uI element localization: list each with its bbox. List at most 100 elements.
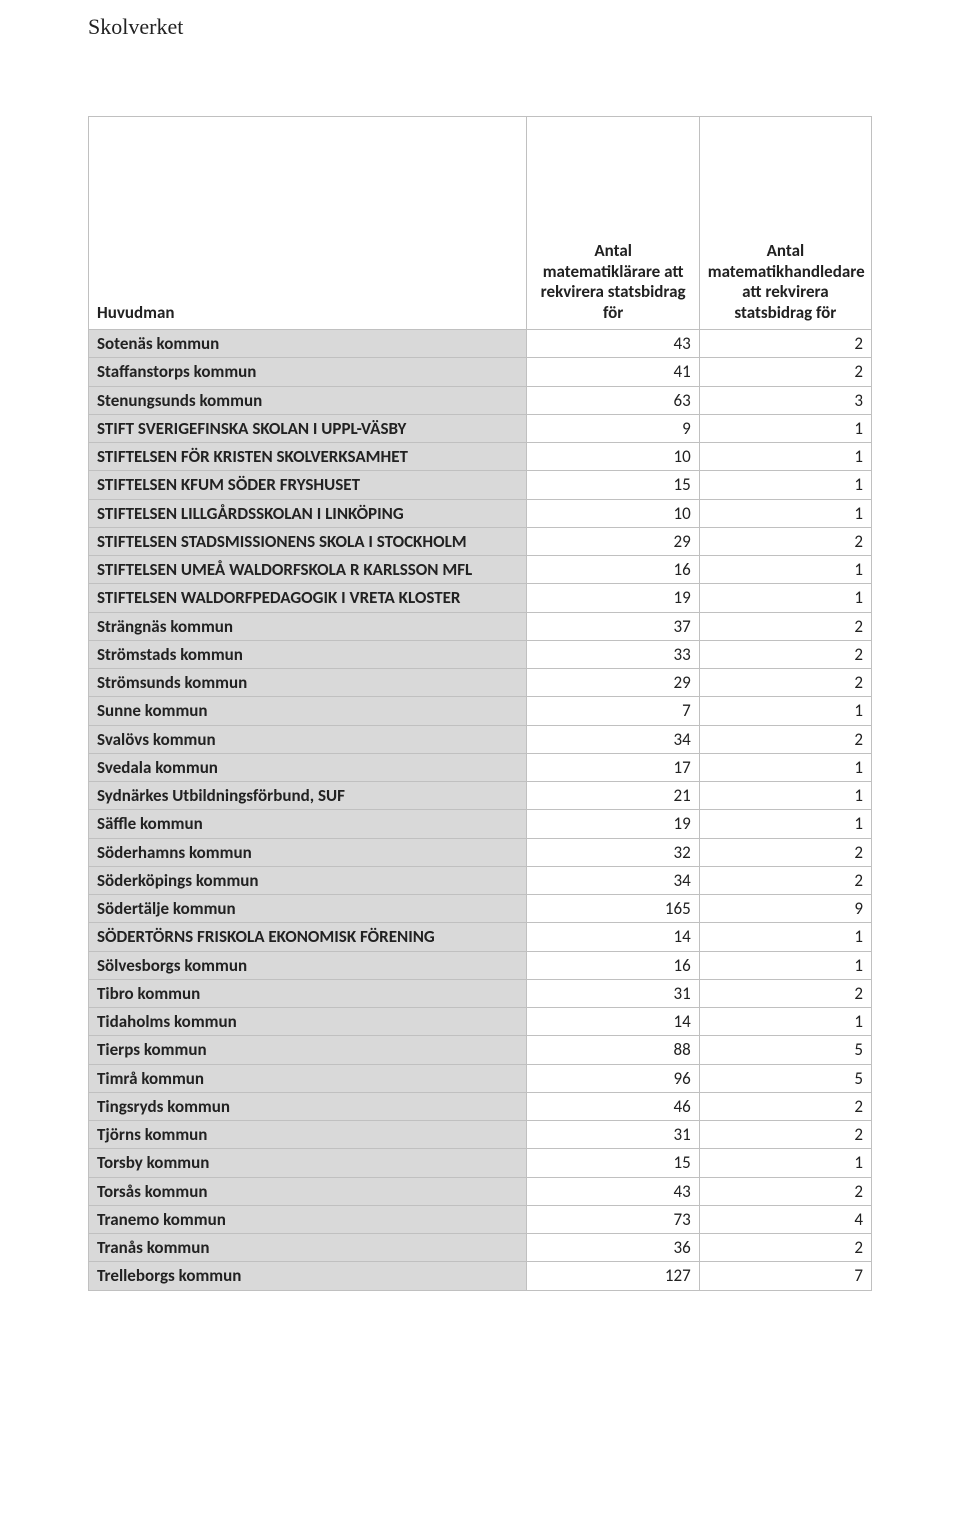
cell-larare: 10 (527, 443, 699, 471)
cell-name: Tjörns kommun (89, 1121, 527, 1149)
table-row: Söderhamns kommun322 (89, 838, 872, 866)
table-row: Tranemo kommun734 (89, 1205, 872, 1233)
cell-larare: 43 (527, 1177, 699, 1205)
cell-name: STIFTELSEN LILLGÅRDSSKOLAN I LINKÖPING (89, 499, 527, 527)
cell-handledare: 5 (699, 1064, 871, 1092)
cell-handledare: 4 (699, 1205, 871, 1233)
cell-name: Tranemo kommun (89, 1205, 527, 1233)
cell-name: STIFTELSEN STADSMISSIONENS SKOLA I STOCK… (89, 527, 527, 555)
cell-handledare: 1 (699, 782, 871, 810)
table-row: STIFT SVERIGEFINSKA SKOLAN I UPPL-VÄSBY9… (89, 414, 872, 442)
cell-larare: 14 (527, 1008, 699, 1036)
cell-handledare: 2 (699, 1177, 871, 1205)
table-row: Sydnärkes Utbildningsförbund, SUF211 (89, 782, 872, 810)
cell-handledare: 1 (699, 923, 871, 951)
cell-larare: 34 (527, 725, 699, 753)
cell-name: STIFTELSEN KFUM SÖDER FRYSHUSET (89, 471, 527, 499)
cell-larare: 33 (527, 640, 699, 668)
cell-handledare: 2 (699, 612, 871, 640)
cell-name: Staffanstorps kommun (89, 358, 527, 386)
cell-handledare: 1 (699, 951, 871, 979)
cell-name: Sölvesborgs kommun (89, 951, 527, 979)
table-row: Tibro kommun312 (89, 979, 872, 1007)
cell-handledare: 1 (699, 499, 871, 527)
column-header-larare: Antal matematiklärare att rekvirera stat… (527, 117, 699, 330)
table-row: Tjörns kommun312 (89, 1121, 872, 1149)
cell-larare: 32 (527, 838, 699, 866)
table-row: Söderköpings kommun342 (89, 866, 872, 894)
table-row: Torsby kommun151 (89, 1149, 872, 1177)
cell-larare: 7 (527, 697, 699, 725)
cell-name: Svalövs kommun (89, 725, 527, 753)
cell-name: Strängnäs kommun (89, 612, 527, 640)
cell-larare: 36 (527, 1234, 699, 1262)
cell-name: Tibro kommun (89, 979, 527, 1007)
table-row: Staffanstorps kommun412 (89, 358, 872, 386)
cell-name: Tranås kommun (89, 1234, 527, 1262)
cell-name: Tierps kommun (89, 1036, 527, 1064)
cell-larare: 73 (527, 1205, 699, 1233)
cell-handledare: 5 (699, 1036, 871, 1064)
table-row: Södertälje kommun1659 (89, 895, 872, 923)
cell-handledare: 2 (699, 1234, 871, 1262)
table-row: STIFTELSEN FÖR KRISTEN SKOLVERKSAMHET101 (89, 443, 872, 471)
cell-larare: 34 (527, 866, 699, 894)
cell-handledare: 2 (699, 669, 871, 697)
cell-handledare: 1 (699, 1008, 871, 1036)
cell-name: Tidaholms kommun (89, 1008, 527, 1036)
cell-name: STIFTELSEN UMEÅ WALDORFSKOLA R KARLSSON … (89, 556, 527, 584)
brand-title: Skolverket (88, 14, 872, 40)
cell-larare: 16 (527, 556, 699, 584)
cell-name: Torsby kommun (89, 1149, 527, 1177)
table-row: Sölvesborgs kommun161 (89, 951, 872, 979)
cell-handledare: 7 (699, 1262, 871, 1290)
table-body: Sotenäs kommun432Staffanstorps kommun412… (89, 330, 872, 1291)
cell-larare: 21 (527, 782, 699, 810)
cell-larare: 43 (527, 330, 699, 358)
cell-handledare: 1 (699, 1149, 871, 1177)
cell-handledare: 2 (699, 725, 871, 753)
cell-handledare: 2 (699, 1092, 871, 1120)
cell-handledare: 9 (699, 895, 871, 923)
table-row: Stenungsunds kommun633 (89, 386, 872, 414)
table-row: Tidaholms kommun141 (89, 1008, 872, 1036)
cell-larare: 31 (527, 979, 699, 1007)
cell-larare: 14 (527, 923, 699, 951)
column-header-handledare: Antal matematikhandledare att rekvirera … (699, 117, 871, 330)
cell-name: Torsås kommun (89, 1177, 527, 1205)
table-row: Trelleborgs kommun1277 (89, 1262, 872, 1290)
cell-larare: 19 (527, 584, 699, 612)
table-row: STIFTELSEN UMEÅ WALDORFSKOLA R KARLSSON … (89, 556, 872, 584)
cell-larare: 127 (527, 1262, 699, 1290)
cell-larare: 37 (527, 612, 699, 640)
cell-name: Säffle kommun (89, 810, 527, 838)
cell-handledare: 1 (699, 753, 871, 781)
cell-handledare: 1 (699, 471, 871, 499)
table-row: Strömstads kommun332 (89, 640, 872, 668)
table-row: STIFTELSEN STADSMISSIONENS SKOLA I STOCK… (89, 527, 872, 555)
cell-handledare: 2 (699, 358, 871, 386)
cell-name: Sydnärkes Utbildningsförbund, SUF (89, 782, 527, 810)
cell-name: Tingsryds kommun (89, 1092, 527, 1120)
cell-larare: 19 (527, 810, 699, 838)
cell-larare: 31 (527, 1121, 699, 1149)
table-row: Svalövs kommun342 (89, 725, 872, 753)
cell-handledare: 2 (699, 527, 871, 555)
cell-larare: 10 (527, 499, 699, 527)
cell-name: Trelleborgs kommun (89, 1262, 527, 1290)
cell-name: STIFT SVERIGEFINSKA SKOLAN I UPPL-VÄSBY (89, 414, 527, 442)
cell-handledare: 2 (699, 330, 871, 358)
cell-handledare: 2 (699, 866, 871, 894)
cell-name: Sunne kommun (89, 697, 527, 725)
cell-larare: 15 (527, 1149, 699, 1177)
cell-name: Söderköpings kommun (89, 866, 527, 894)
data-table: Huvudman Antal matematiklärare att rekvi… (88, 116, 872, 1291)
cell-name: Strömsunds kommun (89, 669, 527, 697)
cell-handledare: 1 (699, 810, 871, 838)
cell-larare: 9 (527, 414, 699, 442)
cell-name: Timrå kommun (89, 1064, 527, 1092)
cell-larare: 88 (527, 1036, 699, 1064)
table-row: Svedala kommun171 (89, 753, 872, 781)
table-header-row: Huvudman Antal matematiklärare att rekvi… (89, 117, 872, 330)
cell-handledare: 2 (699, 838, 871, 866)
